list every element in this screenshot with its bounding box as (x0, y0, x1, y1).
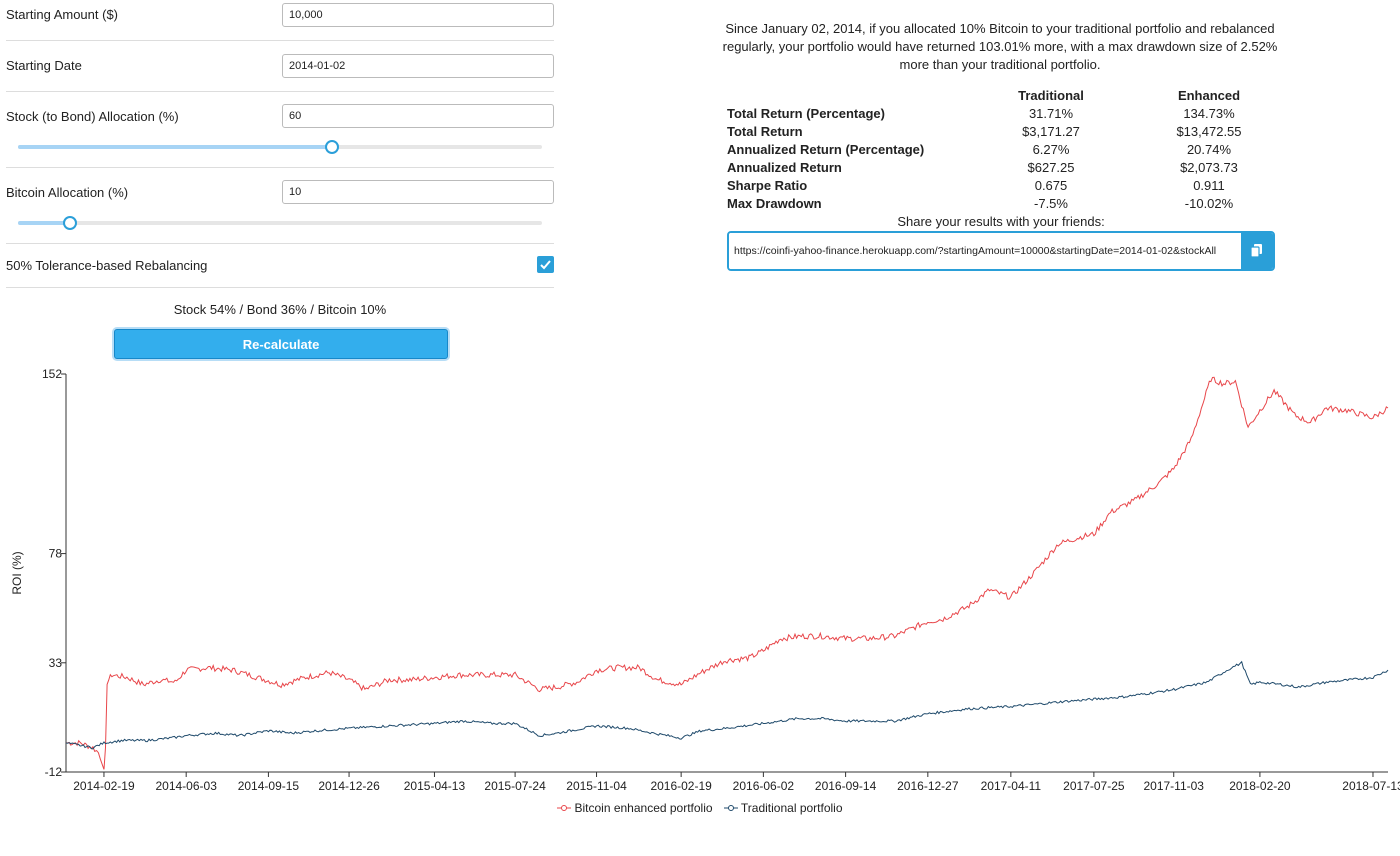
row-traditional-value: 6.27% (1032, 141, 1070, 157)
stock-allocation-slider[interactable] (18, 140, 542, 154)
row-enhanced-value: $13,472.55 (1176, 123, 1242, 139)
y-tick-label: 33 (49, 656, 63, 670)
header-enhanced: Enhanced (1177, 87, 1241, 103)
row-traditional-value: 31.71% (1028, 105, 1074, 121)
x-tick-label: 2017-04-11 (981, 779, 1042, 793)
x-tick-label: 2015-11-04 (566, 779, 627, 793)
results-summary: Since January 02, 2014, if you allocated… (722, 21, 1278, 72)
x-tick-label: 2015-07-24 (484, 779, 546, 793)
row-enhanced-value: -10.02% (1184, 195, 1234, 211)
stock-allocation-input[interactable] (282, 104, 554, 128)
share-url-input[interactable] (729, 233, 1243, 269)
slider-fill (18, 221, 71, 225)
chart-lines (65, 376, 1389, 770)
legend-marker-traditional-icon (723, 805, 738, 811)
x-tick-label: 2017-11-03 (1143, 779, 1204, 793)
starting-date-input[interactable] (282, 54, 554, 78)
row-label: Max Drawdown (727, 195, 822, 211)
x-tick-label: 2016-06-02 (733, 779, 795, 793)
bitcoin-allocation-input[interactable] (282, 180, 554, 204)
x-tick-label: 2014-12-26 (318, 779, 380, 793)
legend-item-enhanced[interactable]: Bitcoin enhanced portfolio (557, 801, 713, 815)
row-enhanced-value: 134.73% (1183, 105, 1235, 121)
results-row: Sharpe Ratio 0.675 0.911 (727, 176, 1288, 194)
share-box (727, 231, 1275, 271)
results-header-empty (727, 86, 972, 104)
row-label: Total Return (Percentage) (727, 105, 885, 121)
x-tick-label: 2017-07-25 (1063, 779, 1125, 793)
x-tick-label: 2018-02-20 (1229, 779, 1291, 793)
row-label: Total Return (727, 123, 803, 139)
slider-handle[interactable] (325, 140, 340, 154)
starting-amount-row: Starting Amount ($) (6, 3, 554, 27)
results-row: Annualized Return $627.25 $2,073.73 (727, 158, 1288, 176)
x-tick-label: 2015-04-13 (404, 779, 466, 793)
legend-label-enhanced: Bitcoin enhanced portfolio (574, 801, 713, 815)
row-traditional-value: 0.675 (1034, 177, 1068, 193)
results-row: Annualized Return (Percentage) 6.27% 20.74… (727, 140, 1288, 158)
y-tick-label: 152 (42, 367, 62, 381)
row-label: Sharpe Ratio (727, 177, 808, 193)
rebalancing-label: 50% Tolerance-based Rebalancing (6, 258, 208, 273)
header-traditional: Traditional (1018, 87, 1084, 103)
recalculate-button[interactable]: Re-calculate (114, 329, 448, 359)
series-line-enhanced (66, 376, 1389, 770)
slider-handle[interactable] (63, 216, 78, 230)
divider (6, 91, 554, 92)
legend-item-traditional[interactable]: Traditional portfolio (723, 801, 843, 815)
y-tick-label: -12 (45, 765, 63, 779)
chart-legend: Bitcoin enhanced portfolio Traditional p… (0, 801, 1400, 815)
x-tick-label: 2016-12-27 (897, 779, 959, 793)
copy-icon (1250, 244, 1262, 258)
divider (6, 287, 554, 288)
row-label: Annualized Return (727, 159, 842, 175)
row-traditional-value: -7.5% (1034, 195, 1068, 211)
allocation-breakdown: Stock 54% / Bond 36% / Bitcoin 10% (173, 302, 387, 317)
x-tick-label: 2018-07-13 (1342, 779, 1400, 793)
results-table: Traditional Enhanced Total Return (Perce… (727, 86, 1288, 212)
row-label: Annualized Return (Percentage) (727, 141, 925, 157)
legend-label-traditional: Traditional portfolio (740, 801, 843, 815)
starting-amount-input[interactable] (282, 3, 554, 27)
results-row: Total Return (Percentage) 31.71% 134.73% (727, 104, 1288, 122)
share-label: Share your results with your friends: (897, 214, 1105, 229)
bitcoin-allocation-label: Bitcoin Allocation (%) (6, 185, 129, 200)
divider (6, 40, 554, 41)
slider-fill (18, 145, 333, 149)
results-body: Total Return (Percentage) 31.71% 134.73% To… (727, 104, 1288, 212)
row-traditional-value: $627.25 (1027, 159, 1075, 175)
results-row: Total Return $3,171.27 $13,472.55 (727, 122, 1288, 140)
chart-axes: -12 33 78 152 2014-02-19 2014-06-03 2014-09-15… (10, 367, 1400, 793)
row-enhanced-value: $2,073.73 (1180, 159, 1238, 175)
x-tick-label: 2016-09-14 (815, 779, 877, 793)
row-enhanced-value: 0.911 (1193, 177, 1225, 193)
x-tick-label: 2014-09-15 (238, 779, 300, 793)
x-tick-label: 2014-02-19 (73, 779, 135, 793)
stock-allocation-row: Stock (to Bond) Allocation (%) (6, 104, 554, 128)
results-header-row: Traditional Enhanced (727, 86, 1288, 104)
divider (6, 167, 554, 168)
y-axis-label: ROI (%) (10, 551, 24, 594)
roi-chart: -12 33 78 152 2014-02-19 2014-06-03 2014-09-15… (10, 367, 1400, 793)
results-row: Max Drawdown -7.5% -10.02% (727, 194, 1288, 212)
starting-amount-label: Starting Amount ($) (6, 7, 118, 22)
checkmark-icon (540, 260, 551, 270)
rebalancing-checkbox[interactable] (537, 256, 554, 273)
stock-allocation-label: Stock (to Bond) Allocation (%) (6, 109, 179, 124)
copy-button[interactable] (1241, 233, 1273, 269)
row-traditional-value: $3,171.27 (1022, 123, 1080, 139)
x-tick-label: 2016-02-19 (650, 779, 712, 793)
starting-date-label: Starting Date (6, 58, 82, 73)
series-line-traditional (65, 660, 1389, 750)
row-enhanced-value: 20.74% (1186, 141, 1232, 157)
bitcoin-allocation-slider[interactable] (18, 216, 542, 230)
x-tick-label: 2014-06-03 (155, 779, 217, 793)
starting-date-row: Starting Date (6, 54, 554, 78)
y-tick-label: 78 (49, 547, 63, 561)
divider (6, 243, 554, 244)
bitcoin-allocation-row: Bitcoin Allocation (%) (6, 180, 554, 204)
legend-marker-enhanced-icon (557, 805, 572, 811)
